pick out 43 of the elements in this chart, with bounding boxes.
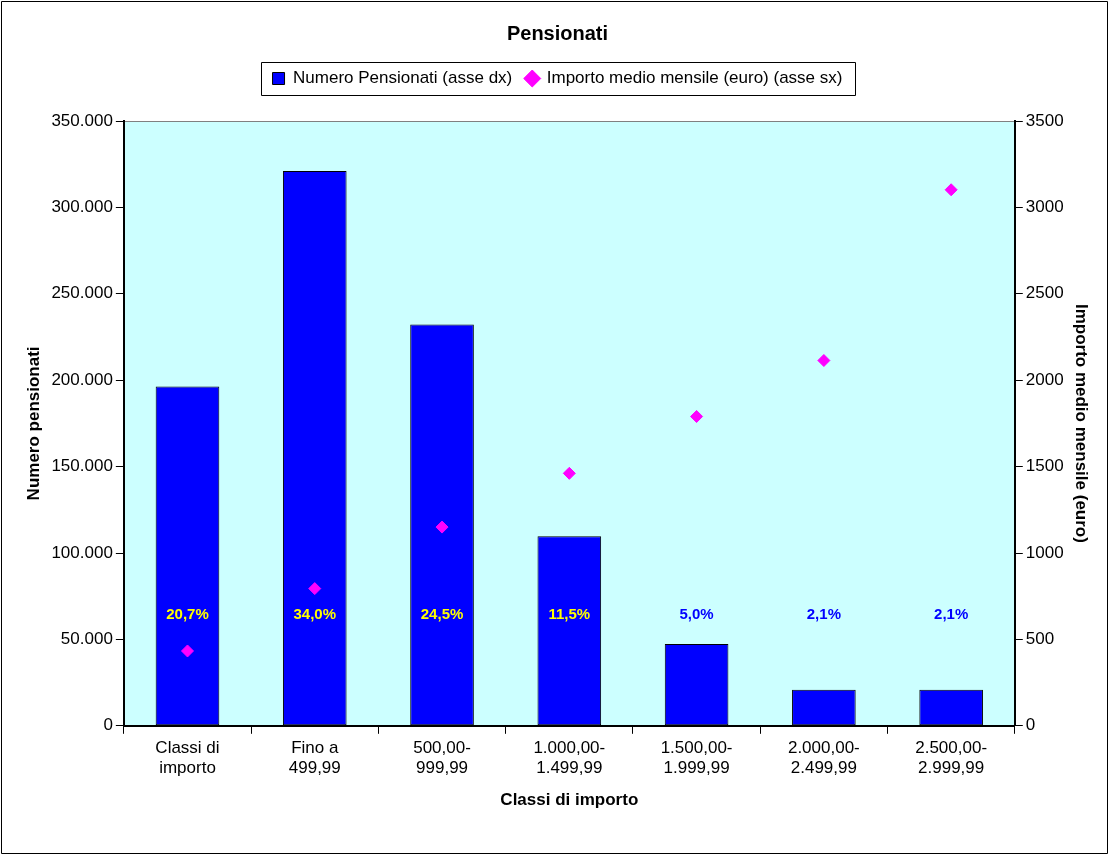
annotation: 2,1% — [934, 605, 969, 623]
point — [308, 582, 322, 596]
y2-tick-label: 1500 — [1025, 456, 1064, 476]
y-tick-label: 250.000 — [51, 283, 113, 303]
y-tick-label: 50.000 — [60, 629, 113, 649]
chart-title: Pensionati — [506, 21, 609, 44]
y-tick-label: 300.000 — [51, 197, 113, 217]
x-tick-label: Fino a 499,99 — [288, 737, 341, 778]
point — [690, 409, 704, 423]
annotation: 20,7% — [166, 605, 209, 623]
point — [562, 466, 576, 480]
y2-tick-label: 2500 — [1025, 283, 1064, 303]
legend-label: Numero Pensionati (asse dx) — [293, 68, 513, 88]
y2-tick-label: 3000 — [1025, 197, 1064, 217]
x-tick-label: 500,00-999,99 — [413, 737, 471, 778]
y2-tick-label: 2000 — [1025, 369, 1064, 389]
y2-tick-label: 1000 — [1025, 542, 1064, 562]
point — [944, 183, 958, 197]
y2-axis-title: Importo medio mensile (euro) — [1072, 303, 1092, 543]
legend-label: Importo medio mensile (euro) (asse sx) — [546, 68, 843, 88]
y-tick-label: 100.000 — [51, 542, 113, 562]
y-tick-label: 350.000 — [51, 110, 113, 130]
x-tick-label: 2.000,00-2.499,99 — [787, 737, 860, 778]
x-axis-title: Classi di importo — [500, 790, 639, 810]
y2-tick-label: 500 — [1025, 629, 1055, 649]
x-tick-label: 1.000,00-1.499,99 — [533, 737, 606, 778]
point — [817, 354, 831, 367]
x-tick-label: 2.500,00-2.999,99 — [915, 737, 988, 778]
point — [435, 520, 449, 534]
x-tick-label: Classi di importo — [155, 737, 220, 778]
annotation: 5,0% — [679, 605, 714, 623]
y-tick-label: 200.000 — [51, 369, 113, 389]
y-tick-label: 0 — [103, 715, 113, 735]
y-axis-title: Numero pensionati — [23, 346, 43, 501]
annotation: 2,1% — [806, 605, 841, 623]
annotation: 34,0% — [293, 605, 337, 623]
annotation: 11,5% — [548, 605, 591, 623]
y2-tick-label: 0 — [1025, 715, 1036, 735]
y2-tick-label: 3500 — [1025, 110, 1064, 130]
y-tick-label: 150.000 — [51, 456, 113, 476]
point — [180, 644, 194, 658]
x-tick-label: 1.500,00-1.999,99 — [660, 737, 733, 778]
annotation: 24,5% — [420, 605, 464, 623]
